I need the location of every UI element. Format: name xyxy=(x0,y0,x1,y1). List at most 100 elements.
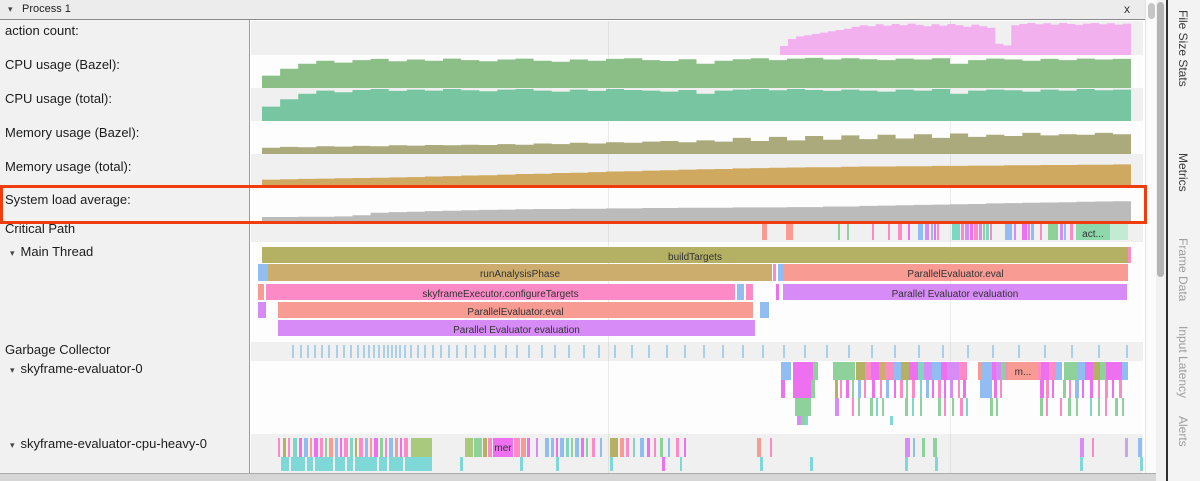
critical-path-slice[interactable] xyxy=(1110,224,1128,240)
gc-tick[interactable] xyxy=(314,345,316,358)
skyframe-evaluator-0-slice[interactable] xyxy=(901,362,909,380)
skyframe-evaluator-0-slice[interactable] xyxy=(996,398,998,416)
gc-tick[interactable] xyxy=(336,345,338,358)
outer-vertical-scrollbar[interactable] xyxy=(1156,0,1166,481)
skyframe-evaluator-0-slice[interactable] xyxy=(835,398,839,416)
inner-vertical-scrollbar[interactable] xyxy=(1145,0,1156,473)
critical-path-slice[interactable] xyxy=(965,224,969,240)
skyframe-evaluator-cpu-heavy-0-slice[interactable] xyxy=(483,438,487,457)
main-thread-slice[interactable] xyxy=(258,302,266,318)
skyframe-evaluator-0-slice[interactable] xyxy=(938,380,941,398)
critical-path-slice[interactable] xyxy=(925,224,929,240)
skyframe-evaluator-cpu-heavy-0-slice[interactable] xyxy=(405,457,432,471)
skyframe-evaluator-0-slice[interactable] xyxy=(1040,398,1043,416)
skyframe-evaluator-cpu-heavy-0-slice[interactable] xyxy=(278,438,280,457)
main-thread-slice-buildTargets[interactable]: buildTargets xyxy=(262,247,1128,263)
gc-tick[interactable] xyxy=(1018,345,1020,358)
skyframe-evaluator-0-slice[interactable] xyxy=(793,362,813,380)
skyframe-evaluator-0-slice[interactable] xyxy=(1000,380,1002,398)
gc-tick[interactable] xyxy=(456,345,458,358)
gc-tick[interactable] xyxy=(395,345,397,358)
skyframe-evaluator-cpu-heavy-0-slice[interactable] xyxy=(610,438,618,457)
gc-tick[interactable] xyxy=(368,345,370,358)
skyframe-evaluator-0-slice[interactable] xyxy=(1049,362,1056,380)
track-label-main-thread[interactable]: ▾ Main Thread xyxy=(10,244,93,259)
skyframe-evaluator-cpu-heavy-0-slice[interactable] xyxy=(581,438,584,457)
skyframe-evaluator-cpu-heavy-0-slice[interactable] xyxy=(310,438,312,457)
skyframe-evaluator-0-slice[interactable] xyxy=(840,380,842,398)
gc-tick[interactable] xyxy=(942,345,944,358)
skyframe-evaluator-cpu-heavy-0-slice[interactable] xyxy=(355,457,377,471)
skyframe-evaluator-cpu-heavy-0-slice[interactable] xyxy=(365,438,368,457)
gc-tick[interactable] xyxy=(387,345,389,358)
skyframe-evaluator-cpu-heavy-0-slice[interactable] xyxy=(770,438,772,457)
gc-tick[interactable] xyxy=(373,345,375,358)
skyframe-evaluator-0-slice[interactable] xyxy=(950,380,953,398)
critical-path-slice[interactable] xyxy=(898,224,902,240)
critical-path-slice[interactable] xyxy=(952,224,960,240)
main-thread-slice-ParallelEvaluatorevaluation[interactable]: Parallel Evaluator evaluation xyxy=(278,320,755,336)
skyframe-evaluator-0-slice[interactable] xyxy=(805,416,808,425)
gc-tick[interactable] xyxy=(598,345,600,358)
skyframe-evaluator-0-slice[interactable] xyxy=(852,398,854,416)
skyframe-evaluator-cpu-heavy-0-slice[interactable] xyxy=(460,457,463,471)
skyframe-evaluator-0-slice[interactable] xyxy=(963,380,966,398)
gc-tick[interactable] xyxy=(505,345,507,358)
gc-tick[interactable] xyxy=(666,345,668,358)
main-thread-slice[interactable] xyxy=(776,284,779,300)
skyframe-evaluator-cpu-heavy-0-slice[interactable] xyxy=(514,438,520,457)
skyframe-evaluator-0-slice[interactable] xyxy=(912,380,915,398)
skyframe-evaluator-cpu-heavy-0-slice[interactable] xyxy=(913,438,915,457)
skyframe-evaluator-0-slice[interactable] xyxy=(1038,362,1041,380)
sidebar-tab-frame-data[interactable]: Frame Data xyxy=(1176,238,1190,302)
skyframe-evaluator-cpu-heavy-0-slice[interactable] xyxy=(520,457,523,471)
skyframe-evaluator-cpu-heavy-0-slice[interactable] xyxy=(1140,457,1143,471)
skyframe-evaluator-0-slice[interactable] xyxy=(1040,380,1044,398)
main-thread-slice[interactable] xyxy=(258,264,268,281)
skyframe-evaluator-cpu-heavy-0-slice[interactable] xyxy=(1080,438,1084,457)
gc-tick[interactable] xyxy=(894,345,896,358)
gc-tick[interactable] xyxy=(568,345,570,358)
skyframe-evaluator-cpu-heavy-0-slice[interactable] xyxy=(474,438,482,457)
counter-chart-system-load-average[interactable] xyxy=(262,191,1131,222)
gc-tick[interactable] xyxy=(410,345,412,358)
skyframe-evaluator-0-slice[interactable] xyxy=(858,380,861,398)
gc-tick[interactable] xyxy=(992,345,994,358)
skyframe-evaluator-cpu-heavy-0-slice[interactable] xyxy=(662,457,665,471)
skyframe-evaluator-cpu-heavy-0-slice[interactable] xyxy=(293,438,297,457)
skyframe-evaluator-0-slice[interactable] xyxy=(1090,380,1093,398)
gc-tick[interactable] xyxy=(783,345,785,358)
skyframe-evaluator-0-slice[interactable] xyxy=(990,398,993,416)
gc-tick[interactable] xyxy=(484,345,486,358)
gc-tick[interactable] xyxy=(307,345,309,358)
gc-tick[interactable] xyxy=(684,345,686,358)
skyframe-evaluator-0-slice[interactable] xyxy=(944,380,946,398)
skyframe-evaluator-0-slice[interactable] xyxy=(952,398,954,416)
skyframe-evaluator-cpu-heavy-0-slice[interactable] xyxy=(626,438,629,457)
skyframe-evaluator-0-slice[interactable] xyxy=(1046,398,1048,416)
skyframe-evaluator-0-slice[interactable] xyxy=(797,416,801,425)
counter-chart-cpu-usage-total-[interactable] xyxy=(262,89,1131,121)
critical-path-slice[interactable] xyxy=(838,224,840,240)
skyframe-evaluator-cpu-heavy-0-slice[interactable] xyxy=(465,438,473,457)
skyframe-evaluator-0-slice[interactable] xyxy=(801,416,805,425)
skyframe-evaluator-cpu-heavy-0-slice[interactable] xyxy=(560,438,564,457)
skyframe-evaluator-0-slice[interactable] xyxy=(864,380,866,398)
critical-path-slice[interactable] xyxy=(970,224,973,240)
skyframe-evaluator-cpu-heavy-0-slice[interactable] xyxy=(283,438,286,457)
skyframe-evaluator-0-slice[interactable] xyxy=(1105,398,1107,416)
skyframe-evaluator-cpu-heavy-0-slice[interactable] xyxy=(905,438,910,457)
skyframe-evaluator-cpu-heavy-0-slice[interactable] xyxy=(660,438,663,457)
skyframe-evaluator-cpu-heavy-0-slice[interactable] xyxy=(389,457,403,471)
sidebar-tab-alerts[interactable]: Alerts xyxy=(1176,416,1190,447)
skyframe-evaluator-cpu-heavy-0-slice[interactable] xyxy=(757,438,761,457)
skyframe-evaluator-0-slice[interactable] xyxy=(1056,362,1062,380)
critical-path-slice[interactable] xyxy=(888,224,890,240)
gc-tick[interactable] xyxy=(292,345,294,358)
skyframe-evaluator-0-slice[interactable] xyxy=(871,362,879,380)
skyframe-evaluator-cpu-heavy-0-slice[interactable] xyxy=(1092,438,1094,457)
skyframe-evaluator-cpu-heavy-0-slice[interactable] xyxy=(668,438,670,457)
skyframe-evaluator-0-slice[interactable] xyxy=(894,362,901,380)
main-thread-slice-ParallelEvaluatoreval[interactable]: ParallelEvaluator.eval xyxy=(278,302,753,318)
critical-path-slice[interactable] xyxy=(974,224,978,240)
